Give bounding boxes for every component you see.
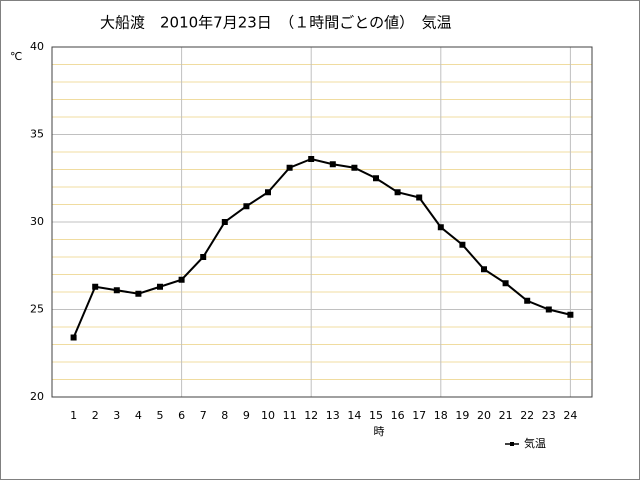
point bbox=[221, 219, 228, 225]
x-tick-label: 13 bbox=[326, 409, 340, 422]
x-tick-label: 11 bbox=[283, 409, 297, 422]
x-tick-label: 10 bbox=[261, 409, 275, 422]
x-tick-label: 18 bbox=[434, 409, 448, 422]
x-tick-label: 14 bbox=[347, 409, 361, 422]
point bbox=[113, 287, 120, 294]
x-tick-label: 17 bbox=[412, 409, 426, 422]
x-tick-label: 1 bbox=[70, 409, 77, 422]
legend-label: 気温 bbox=[524, 436, 546, 450]
point bbox=[265, 189, 271, 196]
point bbox=[243, 203, 250, 210]
chart-title: 大船渡 2010年7月23日 （１時間ごとの値） 気温 bbox=[100, 14, 452, 32]
point bbox=[502, 280, 509, 287]
legend-marker bbox=[510, 442, 514, 446]
x-tick-label: 8 bbox=[221, 409, 228, 422]
point bbox=[329, 161, 336, 168]
x-tick-label: 22 bbox=[520, 409, 534, 422]
x-tick-label: 24 bbox=[563, 409, 577, 422]
y-tick-label: 25 bbox=[30, 303, 44, 316]
point bbox=[481, 266, 487, 273]
line bbox=[72, 157, 571, 338]
x-tick-label: 19 bbox=[455, 409, 469, 422]
x-tick-label: 3 bbox=[113, 409, 120, 422]
point bbox=[200, 254, 207, 260]
point bbox=[545, 306, 552, 313]
x-tick-label: 20 bbox=[477, 409, 491, 422]
y-tick-label: 20 bbox=[30, 390, 44, 403]
point bbox=[157, 283, 163, 290]
point bbox=[437, 224, 444, 231]
x-axis-label: 時 bbox=[374, 425, 385, 438]
point bbox=[92, 283, 99, 290]
x-tick-label: 6 bbox=[178, 409, 185, 422]
point bbox=[178, 276, 185, 283]
point bbox=[351, 164, 358, 171]
x-tick-label: 5 bbox=[157, 409, 164, 422]
point bbox=[70, 334, 77, 341]
x-tick-label: 16 bbox=[391, 409, 405, 422]
x-tick-label: 15 bbox=[369, 409, 383, 422]
point bbox=[373, 175, 379, 182]
x-tick-label: 7 bbox=[200, 409, 207, 422]
point bbox=[394, 189, 401, 196]
y-unit: ℃ bbox=[10, 50, 22, 63]
point bbox=[416, 194, 423, 201]
x-tick-label: 21 bbox=[499, 409, 513, 422]
point bbox=[459, 241, 466, 248]
x-tick-label: 12 bbox=[304, 409, 318, 422]
x-tick-label: 23 bbox=[542, 409, 556, 422]
point bbox=[524, 297, 531, 304]
x-tick-label: 9 bbox=[243, 409, 250, 422]
point bbox=[135, 290, 142, 297]
y-tick-label: 35 bbox=[30, 128, 44, 141]
plot-border bbox=[51, 46, 593, 398]
x-tick-label: 4 bbox=[135, 409, 142, 422]
point bbox=[286, 164, 293, 171]
y-tick-label: 30 bbox=[30, 215, 44, 228]
point bbox=[308, 156, 315, 162]
x-tick-label: 2 bbox=[92, 409, 99, 422]
y-tick-label: 40 bbox=[30, 40, 44, 53]
point bbox=[567, 311, 574, 318]
